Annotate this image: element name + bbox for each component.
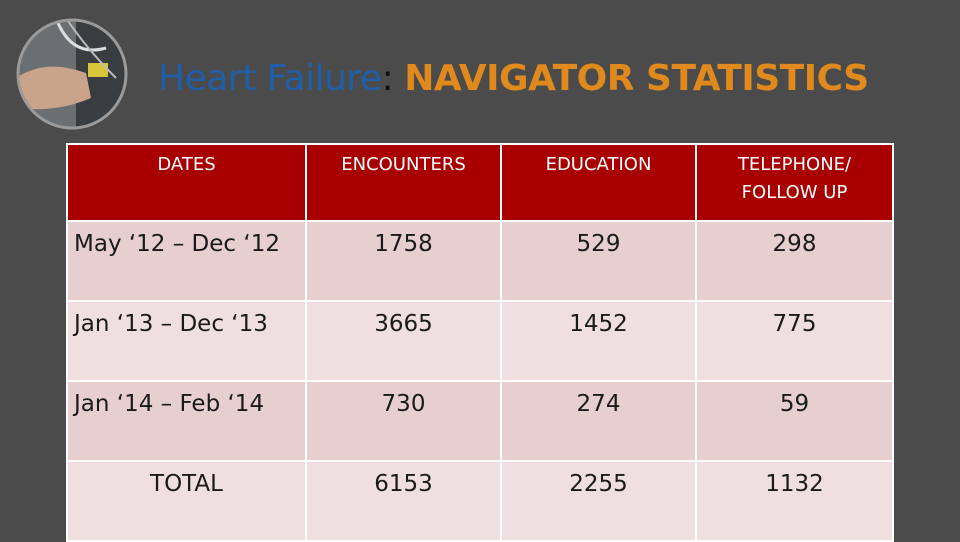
value-cell: 730: [305, 380, 502, 462]
date-cell: Jan ‘14 – Feb ‘14: [66, 380, 307, 462]
title-colon: :: [381, 58, 394, 99]
value-cell: 298: [695, 220, 894, 302]
title-emphasis: NAVIGATOR STATISTICS: [404, 58, 869, 99]
data-row: May ‘12 – Dec ‘12 1758 529 298: [66, 220, 894, 302]
value-cell: 59: [695, 380, 894, 462]
data-row: Jan ‘14 – Feb ‘14 730 274 59: [66, 380, 894, 462]
stats-table: DATES ENCOUNTERS EDUCATION TELEPHONE/ FO…: [66, 143, 894, 542]
value-cell: 274: [500, 380, 697, 462]
value-cell: 1758: [305, 220, 502, 302]
header-row: DATES ENCOUNTERS EDUCATION TELEPHONE/ FO…: [66, 143, 894, 222]
data-row: TOTAL 6153 2255 1132: [66, 460, 894, 542]
value-cell: 6153: [305, 460, 502, 542]
header-cell: DATES: [66, 143, 307, 222]
value-cell: 3665: [305, 300, 502, 382]
data-row: Jan ‘13 – Dec ‘13 3665 1452 775: [66, 300, 894, 382]
title-lead: Heart Failure: [158, 58, 382, 99]
photo: [16, 18, 128, 130]
value-cell: 2255: [500, 460, 697, 542]
date-cell: Jan ‘13 – Dec ‘13: [66, 300, 307, 382]
header-cell: EDUCATION: [500, 143, 697, 222]
date-cell: TOTAL: [66, 460, 307, 542]
title: Heart Failure: NAVIGATOR STATISTICS: [158, 58, 869, 99]
header-cell: TELEPHONE/ FOLLOW UP: [695, 143, 894, 222]
value-cell: 1132: [695, 460, 894, 542]
header-cell: ENCOUNTERS: [305, 143, 502, 222]
value-cell: 529: [500, 220, 697, 302]
value-cell: 775: [695, 300, 894, 382]
date-cell: May ‘12 – Dec ‘12: [66, 220, 307, 302]
value-cell: 1452: [500, 300, 697, 382]
